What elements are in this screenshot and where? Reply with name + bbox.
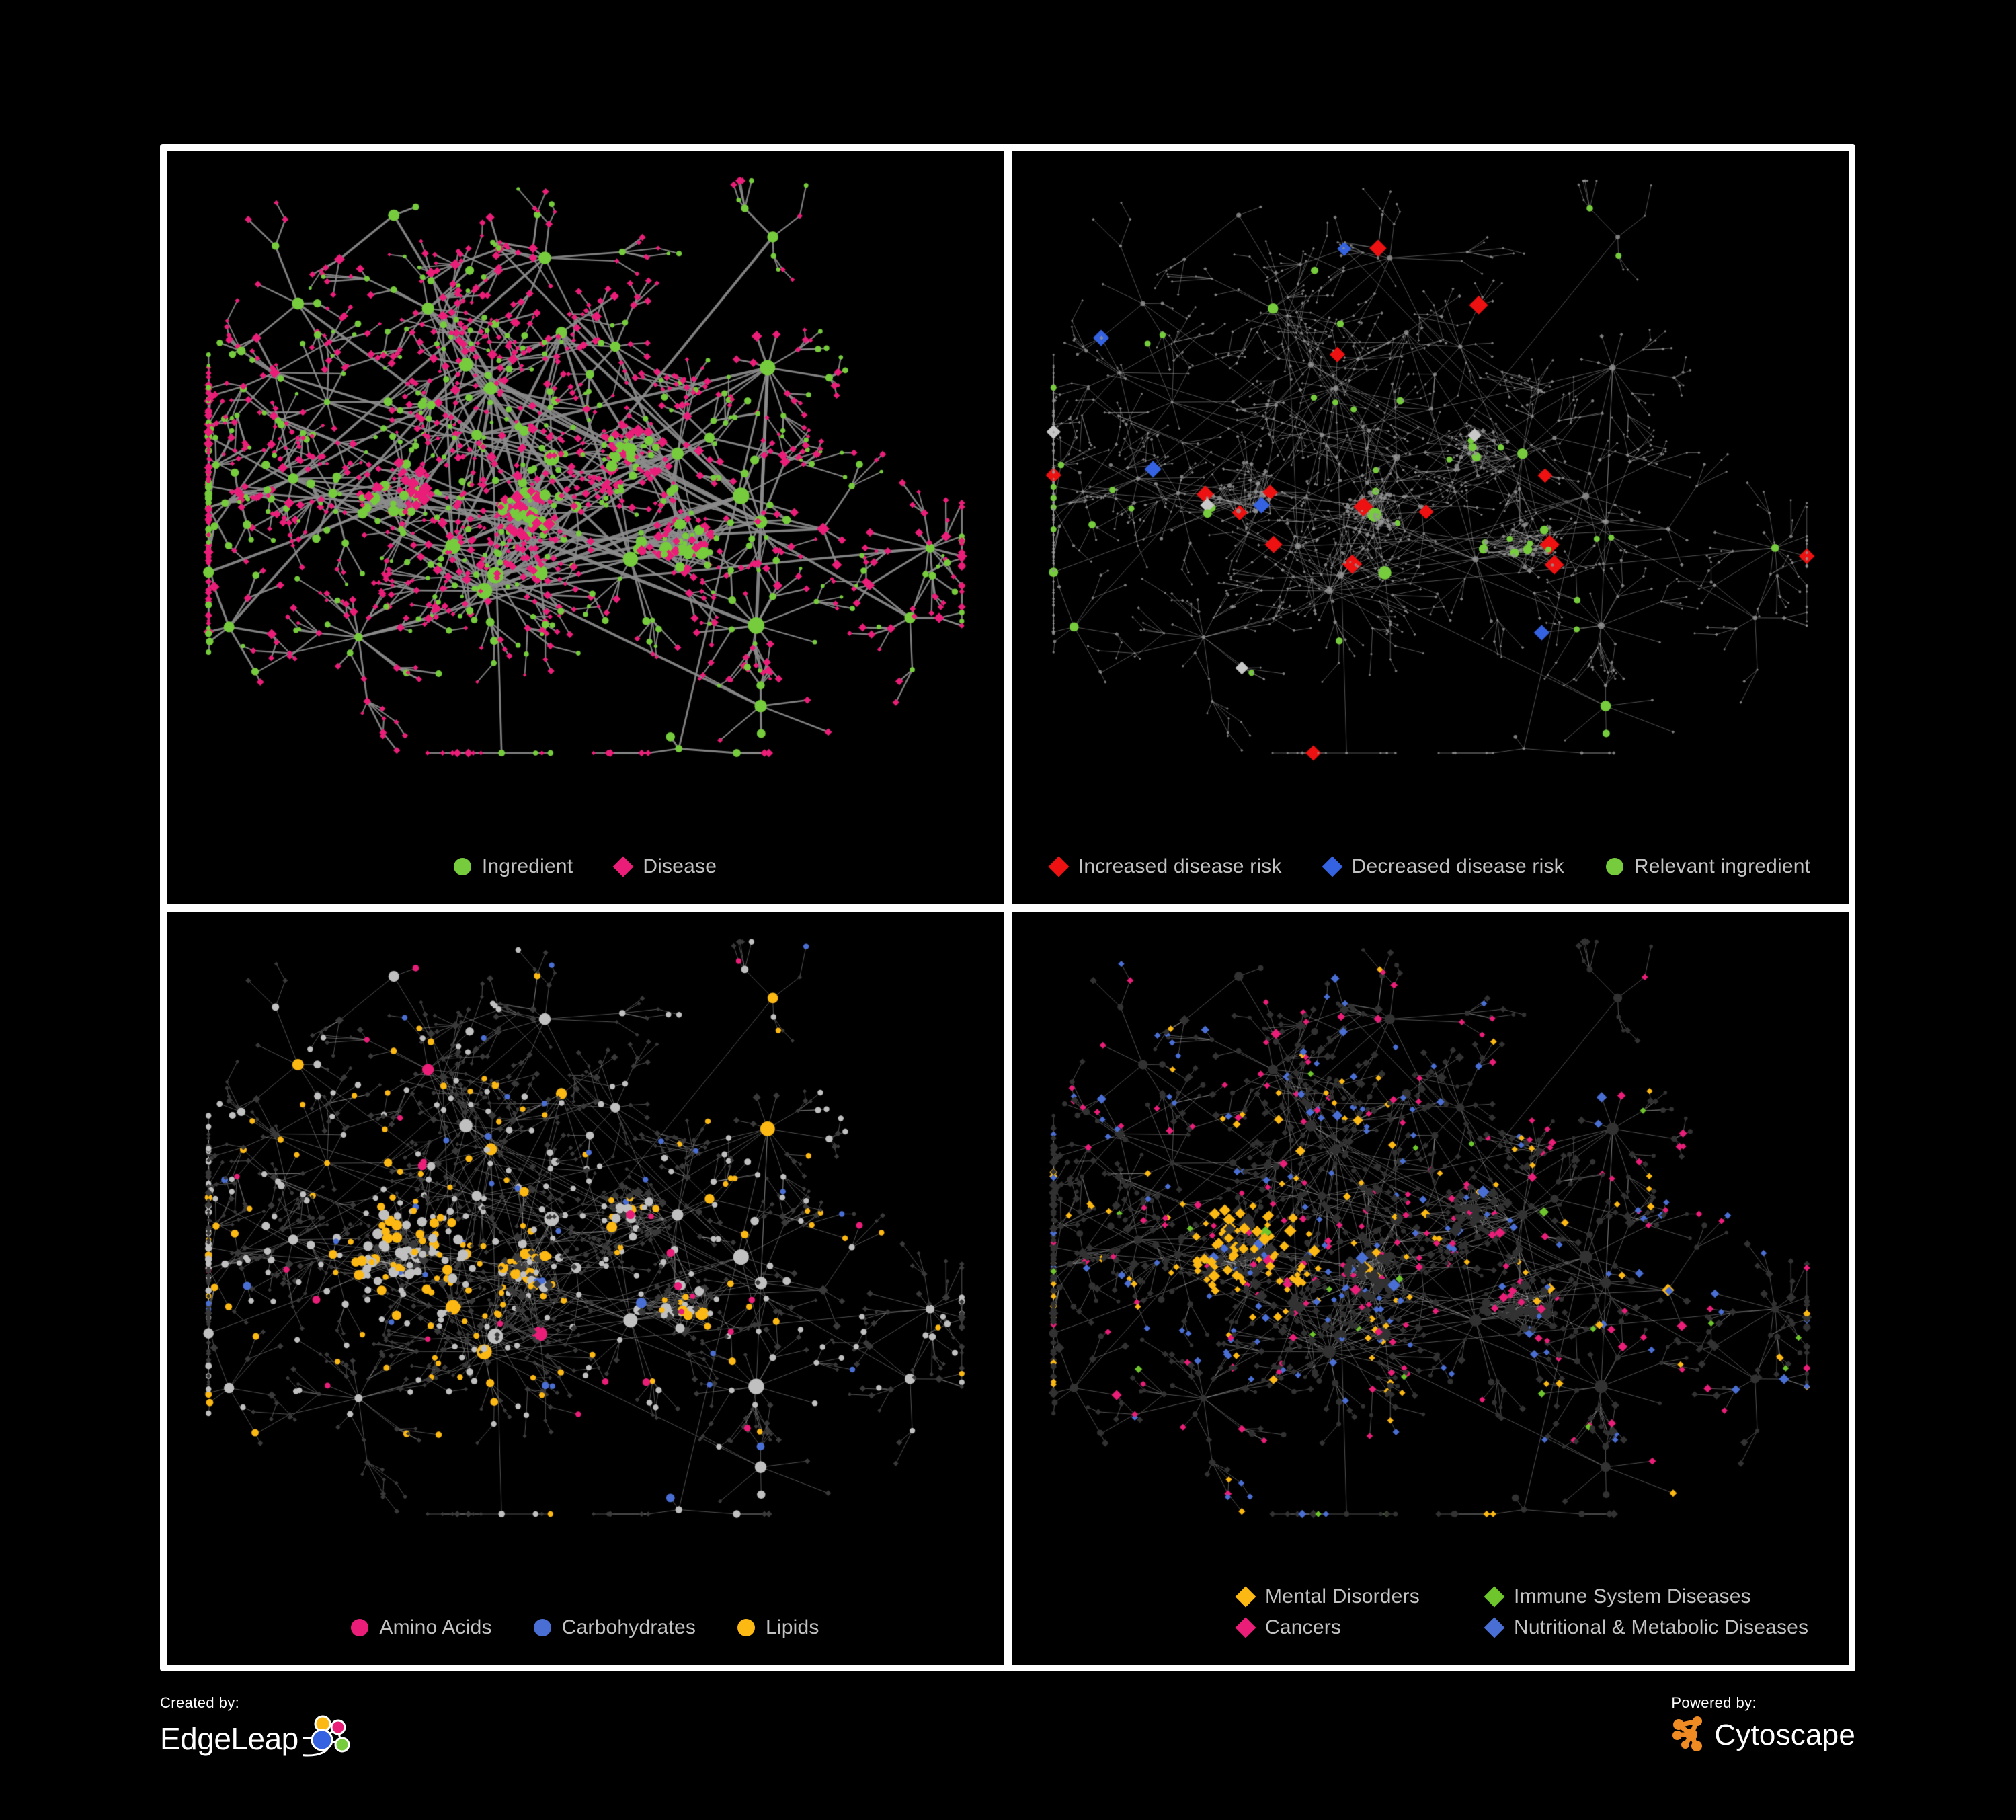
legend-item-decreased-risk[interactable]: Decreased disease risk xyxy=(1322,855,1564,877)
circle-marker-icon xyxy=(351,1619,369,1636)
legend-item-nutritional-metabolic-diseases[interactable]: Nutritional & Metabolic Diseases xyxy=(1484,1617,1808,1638)
powered-by-prefix: Powered by: xyxy=(1671,1694,1757,1711)
diamond-marker-icon xyxy=(1484,1586,1505,1608)
panel-disease-category[interactable]: Mental Disorders Immune System Diseases … xyxy=(1012,912,1849,1665)
figure-frame: Ingredient Disease Increased disease ris… xyxy=(160,144,1855,1671)
diamond-marker-icon xyxy=(1048,856,1070,877)
legend-label: Carbohydrates xyxy=(561,1616,696,1638)
legend-label: Disease xyxy=(643,855,717,877)
network-canvas-nutrient-class[interactable] xyxy=(167,912,1004,1665)
cytoscape-wordmark: Cytoscape xyxy=(1714,1718,1855,1751)
legend-label: Increased disease risk xyxy=(1078,855,1282,877)
legend-disease-risk: Increased disease risk Decreased disease… xyxy=(1012,857,1849,877)
powered-by-branding: Powered by: xyxy=(1671,1694,1855,1755)
legend-item-lipids[interactable]: Lipids xyxy=(737,1618,819,1638)
created-by-branding: Created by: EdgeLeap xyxy=(160,1694,351,1762)
diamond-marker-icon xyxy=(1235,1586,1256,1608)
legend-item-carbohydrates[interactable]: Carbohydrates xyxy=(533,1616,696,1638)
network-canvas-ingredient-disease[interactable] xyxy=(167,151,1004,904)
network-canvas-disease-category[interactable] xyxy=(1012,912,1849,1665)
panel-nutrient-class[interactable]: Amino Acids Carbohydrates Lipids xyxy=(167,912,1004,1665)
legend-nutrient-class: Amino Acids Carbohydrates Lipids xyxy=(167,1618,1004,1638)
legend-label: Cancers xyxy=(1265,1616,1342,1638)
legend-item-cancers[interactable]: Cancers xyxy=(1235,1616,1459,1638)
diamond-marker-icon xyxy=(1484,1617,1505,1638)
circle-marker-icon xyxy=(453,858,471,875)
panel-ingredient-disease[interactable]: Ingredient Disease xyxy=(167,151,1004,904)
legend-ingredient-disease: Ingredient Disease xyxy=(167,857,1004,877)
cytoscape-network-logo-icon xyxy=(1671,1714,1710,1755)
legend-label: Nutritional & Metabolic Diseases xyxy=(1514,1616,1809,1638)
legend-label: Immune System Diseases xyxy=(1514,1585,1751,1608)
legend-item-ingredient[interactable]: Ingredient xyxy=(453,855,573,877)
legend-item-immune-system-diseases[interactable]: Immune System Diseases xyxy=(1484,1586,1751,1608)
legend-item-relevant-ingredient[interactable]: Relevant ingredient xyxy=(1605,855,1811,877)
panel-grid: Ingredient Disease Increased disease ris… xyxy=(160,144,1855,1671)
legend-item-disease[interactable]: Disease xyxy=(612,855,717,877)
panel-disease-risk[interactable]: Increased disease risk Decreased disease… xyxy=(1012,151,1849,904)
created-by-prefix: Created by: xyxy=(160,1694,240,1711)
legend-disease-category: Mental Disorders Immune System Diseases … xyxy=(1235,1585,1808,1638)
footer-branding: Created by: EdgeLeap Powered by: xyxy=(160,1694,1855,1802)
circle-marker-icon xyxy=(737,1619,756,1636)
legend-label: Mental Disorders xyxy=(1265,1585,1420,1608)
legend-label: Decreased disease risk xyxy=(1351,855,1564,877)
legend-label: Relevant ingredient xyxy=(1634,855,1811,877)
diamond-marker-icon xyxy=(612,856,634,877)
edgeleap-nodes-logo-icon xyxy=(286,1714,351,1762)
circle-marker-icon xyxy=(533,1619,551,1636)
legend-label: Lipids xyxy=(766,1616,819,1638)
edgeleap-logo-row[interactable]: EdgeLeap xyxy=(160,1714,351,1762)
cytoscape-logo-row[interactable]: Cytoscape xyxy=(1671,1714,1855,1755)
legend-item-mental-disorders[interactable]: Mental Disorders xyxy=(1235,1585,1459,1608)
legend-label: Ingredient xyxy=(481,855,573,877)
legend-label: Amino Acids xyxy=(379,1616,492,1638)
diamond-marker-icon xyxy=(1235,1617,1256,1638)
diamond-marker-icon xyxy=(1322,856,1343,877)
circle-marker-icon xyxy=(1605,858,1623,875)
edgeleap-wordmark: EdgeLeap xyxy=(160,1720,298,1756)
legend-item-amino-acids[interactable]: Amino Acids xyxy=(351,1618,491,1638)
legend-item-increased-risk[interactable]: Increased disease risk xyxy=(1048,855,1282,877)
network-canvas-disease-risk[interactable] xyxy=(1012,151,1849,904)
